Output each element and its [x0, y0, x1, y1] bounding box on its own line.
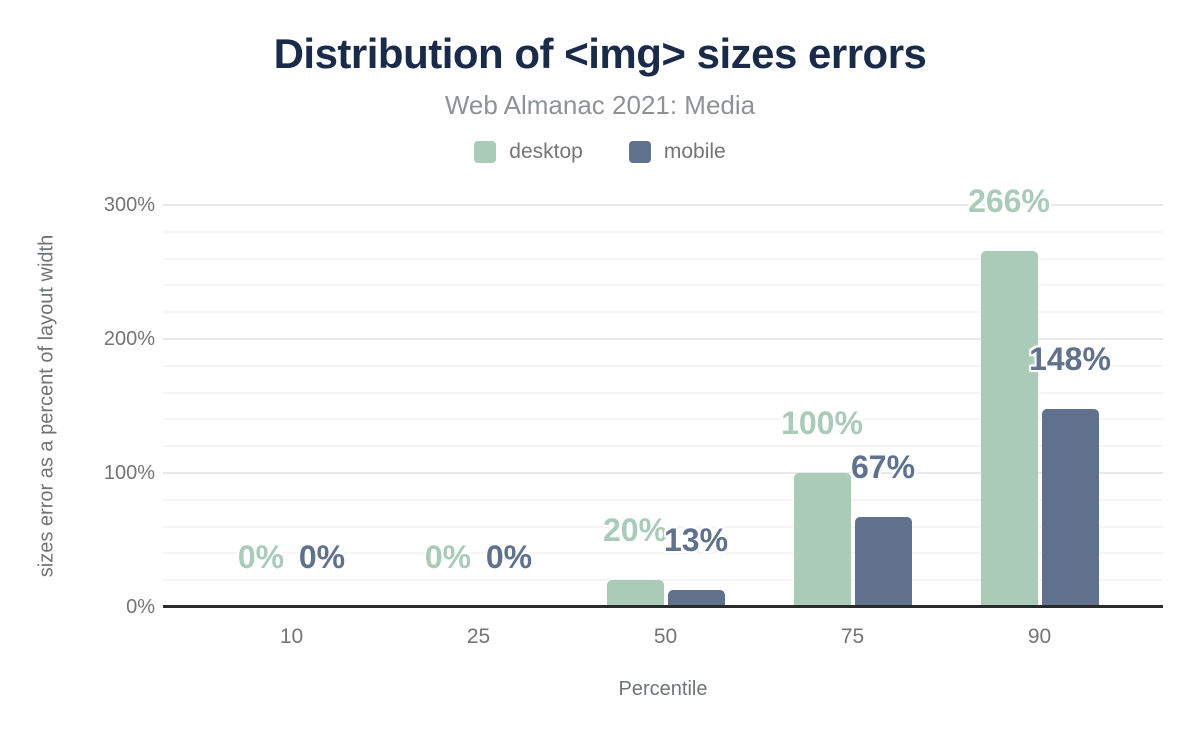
gridline-major-300 [163, 204, 1163, 206]
value-label-mobile-p50: 13% [663, 522, 729, 558]
x-tick-label-50: 50 [653, 625, 678, 648]
gridline-major-200 [163, 338, 1163, 340]
y-tick-label-0: 0% [126, 596, 155, 618]
gridline-minor-40 [163, 552, 1163, 555]
legend-label: mobile [663, 140, 726, 163]
value-label-desktop-p90: 266% [968, 183, 1050, 219]
legend-label: desktop [509, 140, 583, 163]
bar-desktop-p50 [606, 580, 664, 607]
value-label-desktop-p50: 20% [602, 512, 668, 548]
value-label-mobile-p75: 67% [850, 449, 916, 485]
bar-mobile-p75 [854, 517, 912, 607]
gridline-minor-160 [163, 391, 1163, 394]
x-tick-label-90: 90 [1027, 625, 1052, 648]
gridline-minor-80 [163, 498, 1163, 501]
legend-swatch-mobile [628, 141, 651, 163]
chart-title: Distribution of <img> sizes errors [273, 30, 927, 77]
bar-desktop-p90 [980, 251, 1038, 607]
y-axis-title: sizes error as a percent of layout width [35, 234, 58, 578]
y-tick-label-300: 300% [103, 194, 155, 216]
gridline-minor-260 [163, 257, 1163, 260]
value-label-mobile-p10: 0% [298, 539, 346, 575]
y-tick-label-100: 100% [103, 462, 155, 484]
legend-swatch-desktop [474, 141, 497, 163]
value-label-mobile-p25: 0% [485, 539, 533, 575]
x-axis-baseline [163, 605, 1163, 608]
x-tick-label-75: 75 [840, 625, 865, 648]
legend: desktop mobile [0, 140, 1200, 164]
gridline-minor-120 [163, 445, 1163, 448]
gridline-minor-20 [163, 579, 1163, 582]
bar-mobile-p90 [1041, 409, 1099, 607]
bar-mobile-p50 [667, 590, 725, 607]
gridline-minor-180 [163, 364, 1163, 367]
x-tick-label-10: 10 [279, 625, 304, 648]
legend-item-desktop: desktop [474, 140, 583, 164]
legend-item-mobile: mobile [628, 140, 726, 164]
x-tick-label-25: 25 [466, 625, 491, 648]
gridline-minor-240 [163, 284, 1163, 287]
gridline-minor-280 [163, 230, 1163, 233]
gridline-major-100 [163, 472, 1163, 474]
chart-subtitle: Web Almanac 2021: Media [444, 90, 756, 120]
bar-desktop-p75 [793, 473, 851, 607]
y-tick-label-200: 200% [103, 328, 155, 350]
gridline-minor-60 [163, 525, 1163, 528]
gridline-minor-140 [163, 418, 1163, 421]
value-label-mobile-p90: 148% [1029, 341, 1111, 377]
value-label-desktop-p75: 100% [781, 405, 863, 441]
value-label-desktop-p10: 0% [237, 539, 285, 575]
plot-area: 0% 0% 0% 0% 20% 13% 100% 67% 266% 148% [163, 185, 1163, 608]
value-label-desktop-p25: 0% [424, 539, 472, 575]
x-axis-title: Percentile [618, 678, 708, 700]
gridline-minor-220 [163, 311, 1163, 314]
